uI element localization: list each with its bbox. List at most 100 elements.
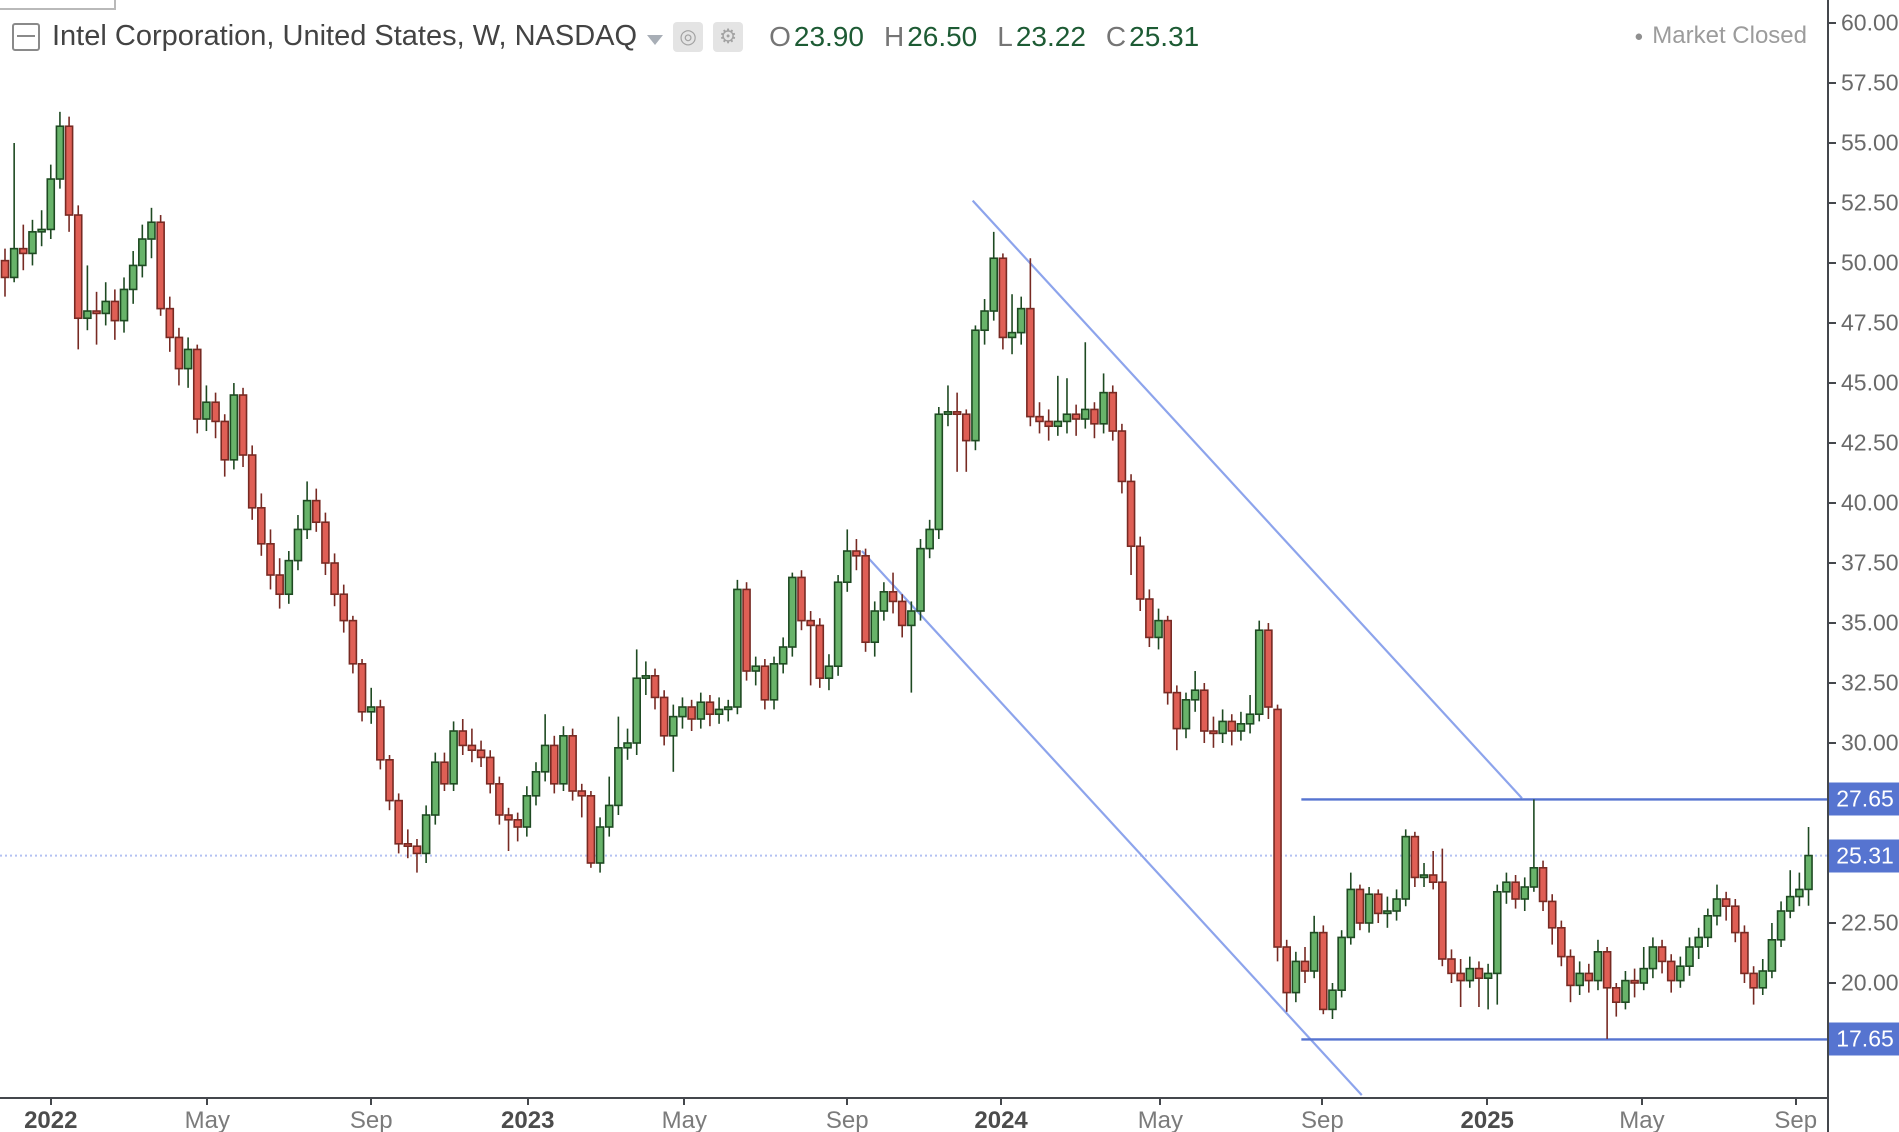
candle-down [1227,720,1237,732]
candle-down [861,555,870,644]
candle-up [1694,936,1703,948]
browser-ui-fragment [0,0,116,10]
price-tick-label: 50.00 [1841,249,1899,276]
candle-up [1419,874,1429,879]
time-tick-label: Sep [1774,1107,1818,1132]
candle-down [64,125,74,216]
candle-up [1053,420,1063,428]
price-axis[interactable]: 60.00 57.50 55.00 52.50 50.00 47.50 45.00 42.50… [1827,0,1899,1132]
time-axis[interactable]: 2022 May Sep 2023 May Sep 2024 May Sep 2025 May Sep [0,1097,1827,1132]
chevron-down-icon[interactable] [647,34,664,45]
candle-down [1300,960,1310,972]
candle-up [1016,307,1026,334]
candle-up [751,665,761,672]
candle-up [870,610,880,644]
candle-down [1730,905,1740,934]
time-tick [49,1099,52,1105]
status-dot-icon: ● [1634,27,1644,45]
ohlc-letter: H [883,20,905,52]
channel-trendline[interactable] [971,199,1523,799]
time-tick [683,1099,686,1105]
settings-gear-icon[interactable]: ⚙ [713,21,744,52]
candle-up [1712,898,1722,917]
candle-down [1511,881,1520,900]
candle-up [1648,946,1658,970]
candle-up [1181,699,1191,730]
candle-down [1456,972,1465,982]
candle-up [1364,893,1374,924]
candle-up [183,348,193,370]
candle-up [1795,888,1804,898]
ohlc-pair: H 26.50 [884,21,977,53]
candle-down [1117,430,1127,483]
ohlc-value: 25.31 [1129,20,1200,52]
candle-down [1163,619,1172,694]
ohlc-value: 26.50 [907,20,978,52]
candle-up [1621,979,1630,1004]
price-tick-label: 40.00 [1841,489,1899,516]
candle-down [476,749,486,759]
candle-up [1236,723,1246,732]
candle-up [925,528,934,550]
candle-up [1392,898,1401,912]
candle-down [1657,946,1667,963]
candle-down [1566,955,1575,987]
candle-up [522,795,532,828]
candle-down [650,675,660,699]
ohlc-letter: O [769,20,791,52]
candle-up [119,288,129,322]
candle-up [1502,881,1511,893]
price-badge: 27.65 [1829,782,1899,816]
candle-up [632,677,641,744]
candle-down [385,759,394,802]
price-tick [1829,142,1836,145]
candle-down [321,521,330,564]
candle-down [797,576,806,622]
candle-down [1264,629,1273,708]
time-tick [1794,1099,1797,1105]
ohlc-letter: C [1105,20,1127,52]
time-tick [1000,1099,1003,1105]
candle-up [623,742,632,749]
candle-down [1630,979,1639,984]
candle-down [220,420,230,461]
candle-up [1099,391,1108,425]
channel-trendline[interactable] [861,550,1363,1096]
candle-up [1190,689,1200,701]
candle-up [989,257,999,312]
candle-down [156,221,165,310]
candle-up [138,238,147,267]
symbol-details-icon[interactable] [12,22,40,51]
candle-down [257,507,266,545]
candle-up [1529,867,1539,888]
candle-down [1721,898,1731,908]
visibility-icon[interactable]: ◎ [673,21,704,52]
time-tick [1321,1099,1324,1105]
candle-down [1602,951,1612,989]
candle-down [659,696,669,737]
candle-up [1785,895,1795,912]
time-tick [1159,1099,1162,1105]
price-tick-label: 52.50 [1841,189,1899,216]
ohlc-letter: L [997,20,1013,52]
time-tick-label: 2025 [1460,1107,1514,1132]
price-tick [1829,922,1836,924]
chart-plot-area[interactable] [0,0,1827,1097]
candle-down [1026,307,1035,418]
candle-down [165,307,175,339]
candle-up [943,411,953,416]
candle-up [641,675,651,680]
candle-up [202,401,211,420]
candle-down [238,394,248,456]
price-tick [1829,262,1836,265]
candle-up [769,663,779,701]
symbol-title[interactable]: Intel Corporation, United States, W, NAS… [52,20,638,52]
candle-down [888,591,898,603]
candle-down [211,401,220,423]
price-tick-label: 60.00 [1841,9,1899,36]
price-badge: 25.31 [1829,839,1899,873]
ohlc-readout: O 23.90 H 26.50 L 23.22 C 25.31 [769,21,1219,53]
price-tick-label: 37.50 [1841,549,1899,576]
candle-down [806,619,815,627]
